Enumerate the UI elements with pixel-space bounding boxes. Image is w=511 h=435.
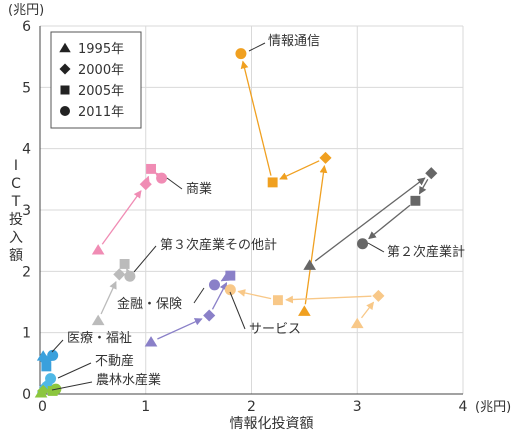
- data-point: [47, 349, 59, 361]
- data-point: [45, 373, 57, 385]
- y-tick-label: 6: [22, 19, 31, 35]
- data-point: [319, 151, 332, 164]
- data-point: [225, 270, 236, 281]
- series-arrows: [48, 60, 429, 363]
- data-point: [425, 167, 438, 180]
- y-tick-label: 0: [22, 387, 31, 403]
- y-axis-label-char: 額: [9, 248, 23, 264]
- x-unit-label: (兆円): [475, 400, 511, 415]
- x-tick-label: 0: [38, 399, 47, 415]
- series-arrow: [360, 301, 375, 319]
- legend-marker-diamond: [59, 63, 71, 75]
- data-point: [139, 178, 152, 191]
- series-arrow: [157, 318, 203, 340]
- series-label-leader: [57, 362, 92, 379]
- series-arrow: [240, 60, 272, 176]
- x-tick-label: 4: [459, 399, 468, 415]
- y-tick-label: 1: [22, 326, 31, 342]
- y-axis-label-char: C: [11, 176, 21, 192]
- data-point: [208, 279, 220, 291]
- data-point: [146, 163, 156, 174]
- series-arrow: [418, 178, 429, 195]
- series-arrow: [368, 204, 411, 240]
- series-label-leader: [51, 381, 93, 391]
- data-point: [144, 336, 158, 347]
- legend-label: 1995年: [78, 42, 124, 57]
- y-axis-label-char: I: [14, 158, 18, 174]
- data-point: [235, 48, 247, 60]
- series-arrow: [100, 280, 117, 315]
- data-point: [91, 244, 105, 255]
- legend-label: 2005年: [78, 84, 124, 99]
- legend-label: 2000年: [78, 63, 124, 78]
- y-tick-label: 3: [22, 203, 31, 219]
- data-point: [203, 309, 216, 322]
- data-point: [91, 314, 105, 326]
- series-label: 不動産: [95, 353, 134, 369]
- legend-marker-square: [60, 85, 70, 95]
- legend-label: 2011年: [78, 105, 124, 120]
- y-tick-label: 5: [22, 80, 31, 96]
- series-arrow: [314, 177, 426, 262]
- series-label-leader: [367, 242, 385, 253]
- series-label-leader: [248, 42, 266, 52]
- series-label: 第３次産業その他計: [160, 237, 277, 253]
- data-point: [119, 259, 130, 269]
- x-tick-label: 3: [353, 399, 362, 415]
- series-arrow: [237, 289, 272, 300]
- data-point: [298, 305, 311, 316]
- axes: 0 1 2 3 4 5 6 0 1 2 3 4 (兆円) (兆円) 情報化投資額 I C T 投入額: [8, 3, 511, 432]
- series-arrow: [125, 268, 134, 277]
- legend: 1995年 2000年 2005年 2011年: [50, 31, 142, 129]
- series-label-leader: [51, 339, 64, 353]
- data-point: [41, 361, 52, 372]
- series-label: 情報通信: [268, 34, 320, 49]
- series-arrow: [304, 165, 328, 305]
- series-label: 医療・福祉: [67, 331, 132, 346]
- series-label: 農林水産業: [96, 372, 161, 388]
- series-label-leader: [193, 287, 205, 304]
- data-point: [357, 238, 369, 250]
- x-tick-label: 2: [247, 399, 256, 415]
- data-point: [124, 270, 136, 282]
- x-tick-label: 1: [141, 399, 150, 415]
- y-axis-label-char: T: [11, 194, 21, 210]
- data-point: [113, 268, 126, 281]
- series-arrow: [220, 273, 230, 282]
- series-label: 第２次産業計: [387, 244, 465, 260]
- series-arrow: [285, 295, 372, 304]
- y-axis-label: I C T 投入額: [9, 158, 23, 264]
- series-arrow: [279, 160, 320, 180]
- data-point: [372, 289, 385, 302]
- data-point: [267, 177, 278, 188]
- data-point: [410, 195, 421, 206]
- series-label: サービス: [249, 322, 301, 337]
- series-label-leader: [166, 177, 183, 190]
- series-label-leader: [133, 245, 157, 273]
- series-label: 金融・保険: [117, 296, 182, 312]
- series-label: 商業: [186, 181, 212, 197]
- series-arrow: [211, 282, 228, 310]
- x-axis-label: 情報化投資額: [230, 416, 314, 432]
- legend-marker-triangle: [59, 42, 71, 53]
- data-point: [303, 259, 316, 270]
- grid: [40, 25, 464, 394]
- y-axis-label-char: 投: [9, 212, 23, 228]
- y-unit-label: (兆円): [8, 3, 44, 18]
- data-point: [42, 382, 53, 393]
- legend-marker-circle: [60, 106, 70, 116]
- data-point: [224, 284, 236, 296]
- y-axis-label-char: 入: [9, 230, 23, 246]
- data-point: [272, 295, 283, 306]
- series-label-leader: [229, 291, 246, 330]
- data-point: [37, 384, 50, 397]
- y-tick-label: 2: [22, 264, 31, 280]
- y-tick-label: 4: [22, 142, 31, 158]
- data-markers: [34, 48, 438, 398]
- series-arrow: [101, 190, 142, 245]
- data-point: [156, 172, 168, 184]
- data-point: [350, 317, 364, 329]
